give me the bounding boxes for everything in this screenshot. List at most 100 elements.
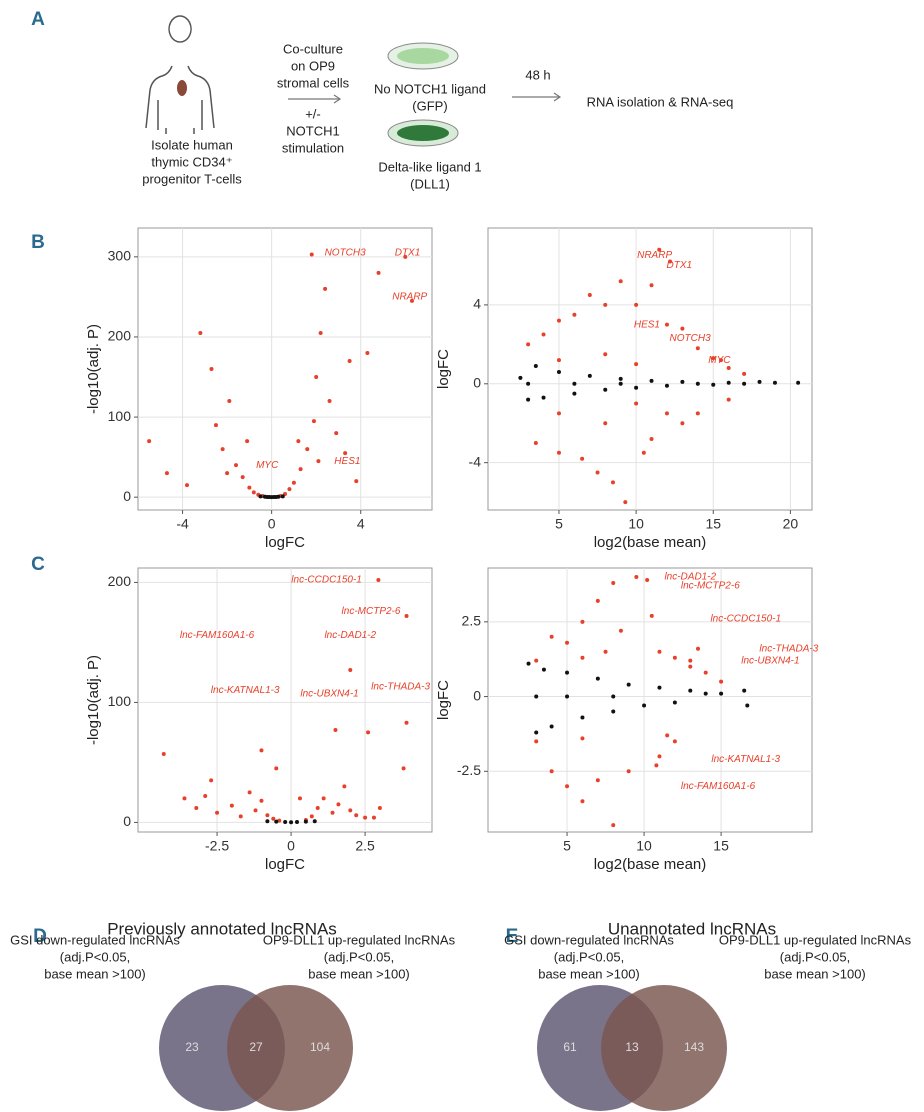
point <box>312 819 317 824</box>
panel-label: B <box>31 232 45 253</box>
point <box>796 380 801 385</box>
point <box>595 676 600 681</box>
plot-area <box>137 567 433 833</box>
point <box>541 395 546 400</box>
point <box>526 661 531 666</box>
point <box>526 342 531 347</box>
point <box>265 819 270 824</box>
point <box>365 350 370 355</box>
y-axis-label: logFC <box>435 349 452 389</box>
point <box>611 823 616 828</box>
point <box>657 649 662 654</box>
diagram-label: +/- <box>305 106 321 121</box>
point <box>526 397 531 402</box>
x-tick-label: 15 <box>705 516 721 532</box>
point <box>580 456 585 461</box>
point <box>626 682 631 687</box>
gene-label: lnc-MCTP2-6 <box>681 581 740 592</box>
point <box>611 580 616 585</box>
point <box>565 784 570 789</box>
x-tick-label: 20 <box>783 516 799 532</box>
diagram-label: 48 h <box>525 67 550 82</box>
gene-label: NOTCH3 <box>670 333 712 344</box>
point <box>404 614 409 618</box>
x-tick-label: 5 <box>563 838 571 854</box>
point <box>626 769 631 774</box>
x-tick-label: 2.5 <box>355 838 375 854</box>
point <box>229 803 234 808</box>
set-label: OP9-DLL1 up-regulated lncRNAs <box>263 932 456 947</box>
venn-count: 13 <box>625 1040 639 1054</box>
point <box>649 378 654 383</box>
point <box>209 367 214 371</box>
point <box>556 358 561 363</box>
point <box>668 259 673 264</box>
point <box>772 380 777 385</box>
venn-title: Unannotated lncRNAs <box>608 919 776 938</box>
point <box>209 778 214 783</box>
gene-label: lnc-FAM160A1-6 <box>681 781 756 792</box>
point <box>695 646 700 651</box>
point <box>649 437 654 442</box>
y-tick-label: 100 <box>108 408 132 424</box>
point <box>634 385 639 390</box>
point <box>565 670 570 675</box>
point <box>296 439 301 444</box>
point <box>227 399 232 404</box>
point <box>742 371 747 376</box>
x-axis-label: logFC <box>265 856 305 873</box>
point <box>401 766 406 771</box>
y-tick-label: 0 <box>473 374 481 390</box>
y-tick-label: 0 <box>473 687 481 703</box>
point <box>657 685 662 690</box>
dish-dll1-cells <box>397 125 449 141</box>
y-tick-label: 0 <box>123 813 131 829</box>
point <box>603 649 608 654</box>
point <box>719 679 724 684</box>
point <box>534 739 539 744</box>
dish-gfp-cells <box>397 48 449 64</box>
point <box>323 286 328 291</box>
point <box>314 375 319 380</box>
point <box>742 381 747 386</box>
gene-label: lnc-THADA-3 <box>759 643 818 654</box>
point <box>354 479 359 484</box>
venn-title: Previously annotated lncRNAs <box>107 919 337 938</box>
point <box>664 383 669 388</box>
diagram-label: Isolate human <box>151 137 233 152</box>
point <box>587 293 592 298</box>
point <box>311 419 316 424</box>
point <box>245 439 250 444</box>
point <box>641 450 646 455</box>
point <box>333 728 338 732</box>
point <box>556 411 561 416</box>
point <box>603 302 608 307</box>
point <box>611 694 616 699</box>
point <box>316 459 321 464</box>
venn-count: 23 <box>185 1040 199 1054</box>
y-tick-label: 200 <box>108 573 132 589</box>
set-label: base mean >100) <box>308 966 410 981</box>
point <box>580 799 585 804</box>
point <box>298 467 303 472</box>
point <box>253 808 258 813</box>
point <box>280 494 285 499</box>
set-label: GSI down-regulated lncRNAs <box>504 932 674 947</box>
set-label: OP9-DLL1 up-regulated lncRNAs <box>719 932 912 947</box>
set-label: base mean >100) <box>538 966 640 981</box>
set-label: (adj.P<0.05, <box>60 949 130 964</box>
point <box>549 769 554 774</box>
point <box>623 500 628 505</box>
venn-circle <box>601 985 727 1111</box>
point <box>603 421 608 426</box>
x-tick-label: 0 <box>287 838 295 854</box>
venn-count: 61 <box>563 1040 577 1054</box>
point <box>556 450 561 455</box>
point <box>572 381 577 386</box>
gene-label: DTX1 <box>667 260 693 271</box>
point <box>703 691 708 696</box>
point <box>595 470 600 475</box>
point <box>354 813 359 818</box>
point <box>265 494 270 499</box>
point <box>371 815 376 820</box>
